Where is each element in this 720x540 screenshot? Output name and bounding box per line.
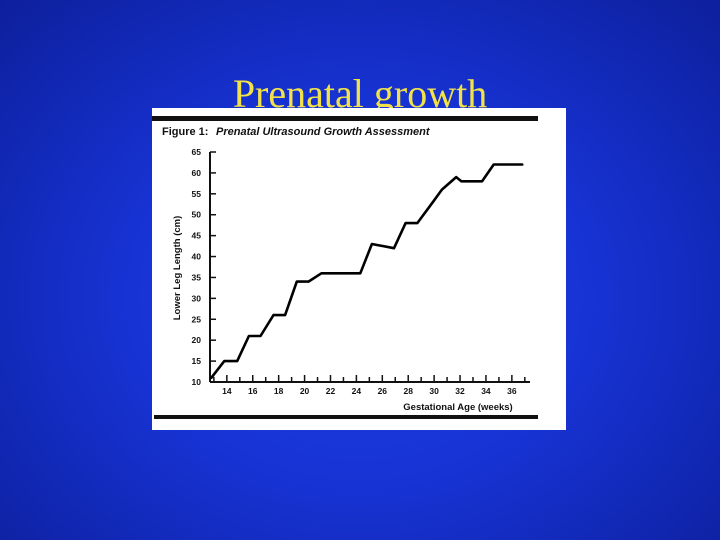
figure-caption-title: Prenatal Ultrasound Growth Assessment [216, 126, 431, 138]
y-tick-label: 50 [192, 210, 202, 220]
y-axis-title: Lower Leg Length (cm) [172, 216, 183, 321]
y-tick-label: 30 [192, 293, 202, 303]
y-tick-label: 15 [192, 356, 202, 366]
x-tick-label: 18 [274, 386, 284, 396]
x-axis-title: Gestational Age (weeks) [403, 402, 512, 413]
y-tick-label: 35 [192, 272, 202, 282]
figure-bottom-rule [154, 415, 538, 419]
x-tick-label: 24 [352, 386, 362, 396]
y-tick-label: 60 [192, 168, 202, 178]
x-tick-label: 20 [300, 386, 310, 396]
y-tick-label: 25 [192, 314, 202, 324]
figure-top-rule [152, 116, 538, 121]
chart-layer: 10 15 20 25 30 35 40 45 50 55 60 65 14 16 18 20 22 24 26 28… [192, 147, 530, 396]
x-tick-label: 30 [429, 386, 439, 396]
x-tick-label: 14 [222, 386, 232, 396]
growth-chart: Figure 1: Prenatal Ultrasound Growth Ass… [152, 116, 538, 419]
y-tick-label: 20 [192, 335, 202, 345]
y-tick-label: 45 [192, 231, 202, 241]
y-tick-label: 40 [192, 252, 202, 262]
figure-caption-label: Figure 1: [162, 126, 208, 138]
growth-series-line [209, 163, 524, 380]
x-tick-label: 36 [507, 386, 517, 396]
x-tick-label: 26 [378, 386, 388, 396]
y-tick-label: 10 [192, 377, 202, 387]
x-tick-label: 22 [326, 386, 336, 396]
y-tick-label: 65 [192, 147, 202, 157]
y-tick-label: 55 [192, 189, 202, 199]
x-tick-label: 34 [481, 386, 491, 396]
x-tick-label: 16 [248, 386, 258, 396]
x-tick-label: 32 [455, 386, 465, 396]
figure-panel: Figure 1: Prenatal Ultrasound Growth Ass… [152, 108, 566, 430]
x-tick-label: 28 [403, 386, 413, 396]
